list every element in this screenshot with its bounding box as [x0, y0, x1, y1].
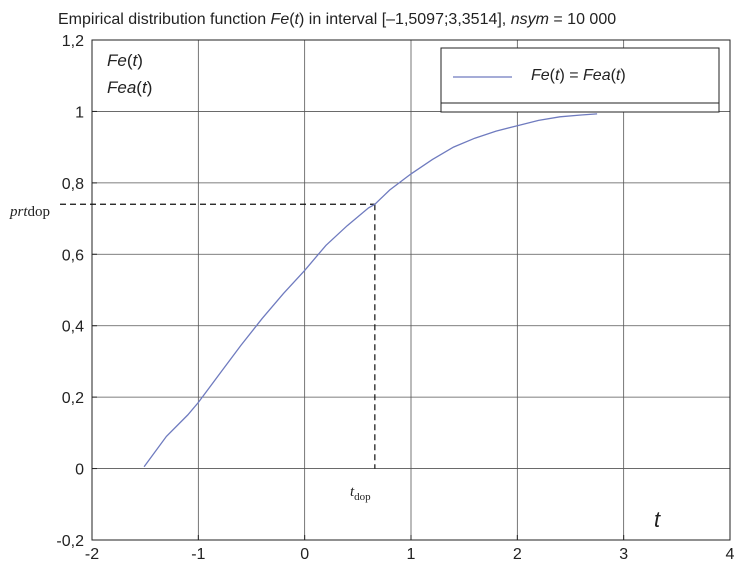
legend-label: Fe(t) = Fea(t) [531, 67, 626, 84]
t-dop-label: tdop [350, 484, 371, 503]
y-axis-tick-labels: -0,2 0 0,2 0,4 0,6 0,8 1 1,2 [56, 33, 84, 550]
y-tick-label: 1,2 [62, 33, 84, 50]
x-axis-tick-labels: -2 -1 0 1 2 3 4 [85, 546, 735, 563]
prt-dop-text: prtdop [9, 204, 50, 220]
legend: Fe(t) = Fea(t) [440, 47, 720, 113]
x-tick-label: -1 [191, 546, 205, 563]
y-tick-label: -0,2 [56, 533, 84, 550]
y-tick-label: 1 [75, 104, 84, 121]
series-line [143, 113, 598, 468]
y-axis-label-line-2: Fea(t) [107, 78, 152, 97]
x-tick-label: 1 [407, 546, 416, 563]
legend-box [440, 47, 720, 113]
y-axis-label: Fe(t) Fea(t) [107, 51, 152, 97]
axis-ticks [91, 39, 731, 541]
y-tick-label: 0,6 [62, 247, 84, 264]
y-tick-label: 0,8 [62, 176, 84, 193]
x-tick-label: 2 [513, 546, 522, 563]
x-axis-label: t [654, 507, 661, 532]
prt-dop-label: prtdop [9, 204, 50, 220]
chart-title: Empirical distribution function Fe(t) in… [58, 11, 616, 28]
y-tick-label: 0,2 [62, 390, 84, 407]
series-layer [143, 113, 598, 468]
x-tick-label: 4 [726, 546, 735, 563]
x-tick-label: 0 [300, 546, 309, 563]
grid [92, 40, 730, 540]
y-tick-label: 0 [75, 462, 84, 479]
t-dop-text: tdop [350, 484, 371, 503]
x-tick-label: -2 [85, 546, 99, 563]
y-axis-label-line-1: Fe(t) [107, 51, 143, 70]
y-tick-label: 0,4 [62, 319, 84, 336]
x-tick-label: 3 [619, 546, 628, 563]
annotation [60, 203, 376, 469]
